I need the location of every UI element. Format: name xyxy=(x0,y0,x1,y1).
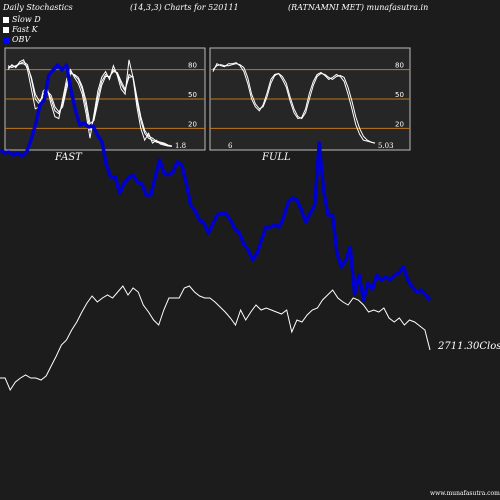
full-last-value-label: 5.03 xyxy=(378,142,394,150)
chart-params: (14,3,3) Charts for 520111 xyxy=(130,3,239,12)
close-price-line xyxy=(0,285,431,392)
full-series-line-0 xyxy=(212,63,376,144)
obv-line xyxy=(0,63,432,302)
full-tick-label-80: 80 xyxy=(395,62,404,70)
fast-series-line-2 xyxy=(7,63,173,147)
legend-item-obv: OBV xyxy=(3,35,30,44)
fast-tick-label-80: 80 xyxy=(188,62,197,70)
chart-title: Daily Stochastics xyxy=(3,3,73,12)
fast-series-line-1 xyxy=(7,59,173,147)
legend-swatch-slow-d xyxy=(3,16,9,23)
legend-swatch-fast-k xyxy=(3,26,9,33)
full-first-value-label: 6 xyxy=(228,142,233,150)
full-tick-label-50: 50 xyxy=(395,91,404,99)
fast-series-line-0 xyxy=(7,61,173,147)
legend-item-fast-k: Fast K xyxy=(3,25,38,34)
fast-last-value-label: 1.8 xyxy=(175,142,186,150)
legend-item-slow-d: Slow D xyxy=(3,15,41,24)
full-series-line-1 xyxy=(212,62,376,144)
fast-pane-label: FAST xyxy=(55,152,82,163)
full-tick-label-20: 20 xyxy=(395,120,404,128)
full-pane-label: FULL xyxy=(262,152,291,163)
legend-swatch-obv xyxy=(3,36,9,43)
legend-label-fast-k: Fast K xyxy=(12,25,38,34)
close-price-label: 2711.30Close xyxy=(438,341,500,352)
legend-label-slow-d: Slow D xyxy=(12,15,41,24)
legend-label-obv: OBV xyxy=(12,35,31,44)
footer-watermark: www.munafasutra.com xyxy=(430,490,500,497)
fast-tick-label-20: 20 xyxy=(188,120,197,128)
fast-tick-label-50: 50 xyxy=(188,91,197,99)
chart-company: (RATNAMNI MET) munafasutra.in xyxy=(288,3,429,12)
